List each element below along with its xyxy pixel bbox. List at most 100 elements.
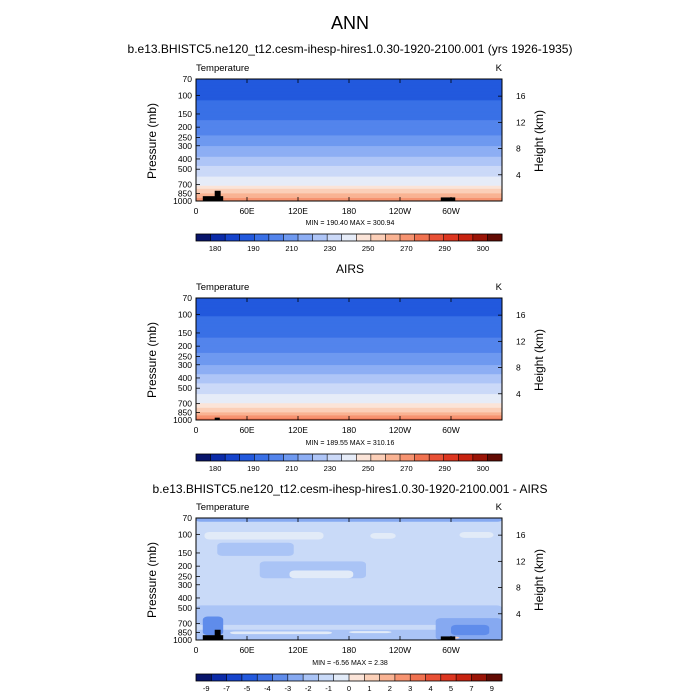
- colorbar-swatch: [225, 454, 241, 461]
- contour-band: [196, 182, 502, 185]
- colorbar-frame: [195, 673, 503, 682]
- colorbar-swatch: [312, 454, 328, 461]
- contour-band: [196, 351, 502, 354]
- contour-band: [196, 138, 502, 141]
- contour-band: [196, 92, 502, 95]
- y-tick-label: 500: [178, 603, 192, 613]
- y2-tick-label: 8: [516, 363, 521, 373]
- contour-band: [196, 410, 502, 413]
- colorbar-swatch: [211, 674, 227, 681]
- colorbar-swatch: [327, 234, 343, 241]
- contour-band: [196, 319, 502, 322]
- contour-band: [196, 368, 502, 371]
- contour-band: [196, 413, 502, 417]
- units-label: K: [496, 63, 503, 74]
- contour-band: [196, 117, 502, 120]
- colorbar-swatch: [458, 234, 474, 241]
- colorbar-swatch: [327, 454, 343, 461]
- colorbar-swatch: [283, 454, 299, 461]
- colorbar-label: -7: [223, 684, 230, 693]
- colorbar-label: 250: [362, 244, 375, 253]
- contour-band: [196, 340, 502, 343]
- contour-band: [196, 398, 502, 401]
- panel-diff: b.e13.BHISTC5.ne120_t12.cesm-ihesp-hires…: [145, 482, 547, 693]
- y-tick-label: 500: [178, 164, 192, 174]
- contour-band: [196, 348, 502, 351]
- x-tick-label: 180: [342, 645, 356, 655]
- contour-field: [196, 298, 502, 420]
- contour-band: [196, 181, 502, 184]
- contour-region: [370, 532, 396, 539]
- contour-band: [196, 158, 502, 161]
- colorbar-swatch: [341, 234, 357, 241]
- colorbar-swatch: [272, 674, 289, 681]
- colorbar-swatch: [210, 234, 226, 241]
- contour-band: [196, 366, 502, 369]
- contour-band: [196, 378, 502, 381]
- contour-band: [196, 375, 502, 378]
- contour-band: [196, 146, 502, 149]
- colorbar-swatch: [225, 234, 241, 241]
- contour-band: [196, 130, 502, 133]
- y-tick-label: 400: [178, 593, 192, 603]
- contour-band: [196, 101, 502, 105]
- contour-region: [196, 605, 502, 625]
- terrain-mask: [202, 635, 224, 640]
- y-tick-label: 1000: [173, 196, 192, 206]
- contour-band: [196, 377, 502, 380]
- contour-band: [196, 135, 502, 138]
- colorbar-swatch: [268, 234, 284, 241]
- x-tick-label: 120E: [288, 206, 308, 216]
- contour-region: [230, 631, 332, 635]
- contour-band: [196, 176, 502, 179]
- colorbar-swatch: [458, 454, 474, 461]
- colorbar: 180 190 210 230 250 270 290 300: [195, 453, 503, 473]
- y-tick-label: 200: [178, 561, 192, 571]
- colorbar-label: 190: [247, 464, 260, 473]
- colorbar-swatch: [356, 454, 372, 461]
- contour-band: [196, 392, 502, 395]
- units-label: K: [496, 282, 503, 293]
- contour-band: [196, 345, 502, 348]
- terrain-mask: [214, 190, 221, 201]
- colorbar-swatch: [487, 234, 503, 241]
- contour-band: [196, 371, 502, 374]
- y2-tick-label: 4: [516, 170, 521, 180]
- colorbar-label: 300: [477, 464, 490, 473]
- terrain-mask: [214, 629, 221, 640]
- colorbar-swatch: [486, 674, 503, 681]
- contour-band: [196, 155, 502, 158]
- contour-band: [196, 337, 502, 340]
- y2-tick-label: 16: [516, 530, 526, 540]
- contour-band: [196, 384, 502, 388]
- contour-region: [459, 532, 494, 538]
- colorbar-swatch: [443, 234, 459, 241]
- colorbar-swatch: [254, 234, 270, 241]
- x-tick-label: 60E: [239, 206, 254, 216]
- colorbar-label: -3: [284, 684, 291, 693]
- colorbar-swatch: [283, 234, 299, 241]
- contour-band: [196, 383, 502, 386]
- terrain-mask: [202, 196, 224, 201]
- contour-band: [196, 187, 502, 190]
- x-tick-label: 120W: [389, 206, 411, 216]
- contour-band: [196, 191, 502, 194]
- y-tick-label: 70: [183, 74, 193, 84]
- contour-band: [196, 162, 502, 166]
- colorbar: -9 -7 -5 -4 -3 -2 -1 0 1 2 3 4 5 7 9: [195, 673, 503, 693]
- panel-obs: AIRS Temperature K Pressure (mb) Height …: [145, 262, 546, 473]
- y2-tick-label: 8: [516, 583, 521, 593]
- y2-tick-label: 12: [516, 117, 526, 127]
- contour-band: [196, 301, 502, 304]
- panel-model: b.e13.BHISTC5.ne120_t12.cesm-ihesp-hires…: [128, 42, 573, 253]
- colorbar-swatch: [303, 674, 319, 681]
- colorbar-label: 3: [408, 684, 412, 693]
- colorbar-swatch: [471, 674, 488, 681]
- contour-band: [196, 159, 502, 162]
- contour-band: [196, 109, 502, 112]
- colorbar-swatch: [379, 674, 396, 681]
- colorbar-swatch: [239, 454, 255, 461]
- variable-label: Temperature: [196, 502, 249, 513]
- contour-band: [196, 409, 502, 412]
